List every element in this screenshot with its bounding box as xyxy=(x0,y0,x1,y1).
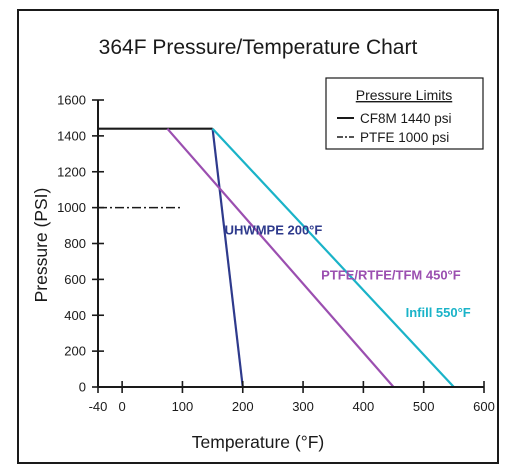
y-tick-label: 1200 xyxy=(57,164,86,179)
y-tick-label: 400 xyxy=(64,308,86,323)
annotation-ptfe-rtfe-tfm-450-f: PTFE/RTFE/TFM 450°F xyxy=(321,267,461,282)
x-tick-label: 500 xyxy=(413,399,435,414)
y-tick-label: 1600 xyxy=(57,93,86,108)
x-tick-label: 300 xyxy=(292,399,314,414)
annotation-infill-550-f: Infill 550°F xyxy=(406,305,471,320)
x-tick-label: 400 xyxy=(353,399,375,414)
y-tick-label: 800 xyxy=(64,236,86,251)
x-tick-label: 600 xyxy=(473,399,495,414)
x-tick-label: 100 xyxy=(172,399,194,414)
series-line-ptfe-rtfe-tfm-450-f xyxy=(166,127,395,388)
legend: Pressure Limits CF8M 1440 psi PTFE 1000 … xyxy=(325,77,484,150)
x-tick-label: 0 xyxy=(119,399,126,414)
chart-title: 364F Pressure/Temperature Chart xyxy=(99,36,418,59)
x-tick-label: -40 xyxy=(89,399,108,414)
series-line-infill-550-f xyxy=(211,127,455,388)
y-tick-label: 200 xyxy=(64,344,86,359)
y-axis-label: Pressure (PSI) xyxy=(31,188,51,303)
x-axis-label: Temperature (°F) xyxy=(192,432,324,452)
legend-title: Pressure Limits xyxy=(356,87,452,103)
legend-entry-ptfe: PTFE 1000 psi xyxy=(360,130,449,145)
series-line-uhwmpe-200-f xyxy=(211,128,244,388)
legend-entry-cf8m: CF8M 1440 psi xyxy=(360,111,452,126)
axes-layer: -40 0 100 200 300 400 500 600020040060080010001… xyxy=(57,93,495,415)
x-tick-label: 200 xyxy=(232,399,254,414)
y-tick-label: 1400 xyxy=(57,128,86,143)
y-tick-label: 600 xyxy=(64,272,86,287)
annotation-uhwmpe-200-f: UHWMPE 200°F xyxy=(225,223,323,238)
y-tick-label: 0 xyxy=(79,380,86,395)
y-tick-label: 1000 xyxy=(57,200,86,215)
series-layer xyxy=(98,127,455,388)
